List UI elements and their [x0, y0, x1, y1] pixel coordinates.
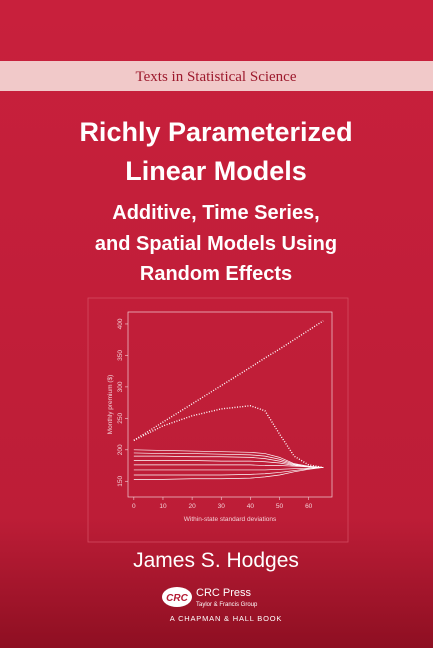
publisher-name: CRC Press	[196, 587, 252, 599]
title-line: Richly Parameterized	[79, 117, 352, 147]
x-tick-label: 40	[247, 503, 255, 510]
y-tick-label: 150	[117, 475, 124, 486]
x-tick-label: 30	[218, 503, 226, 510]
series-line	[133, 320, 324, 441]
y-tick-label: 200	[117, 444, 124, 455]
x-tick-label: 20	[188, 503, 196, 510]
y-tick-label: 400	[117, 318, 124, 329]
y-tick-label: 300	[117, 381, 124, 392]
cover-plot: 0 10 20 30 40 50 60 150 200 250 300 350 400 Within-st…	[107, 311, 333, 523]
y-tick-label: 250	[117, 413, 124, 424]
y-axis-label: Monthly premium ($)	[107, 375, 114, 435]
title-line: Linear Models	[125, 156, 307, 186]
author: James S. Hodges	[133, 549, 299, 572]
x-tick-label: 0	[132, 503, 136, 510]
x-tick-label: 60	[305, 503, 313, 510]
plot-box	[127, 311, 333, 498]
publisher-logo-shape	[162, 587, 192, 607]
y-tick-label: 350	[117, 350, 124, 361]
plot-frame	[87, 297, 349, 543]
series-banner: Texts in Statistical Science	[136, 69, 297, 85]
series-line	[133, 449, 324, 468]
publisher-logo: CRC	[166, 593, 188, 604]
series-line	[133, 467, 324, 476]
subtitle-line: Additive, Time Series,	[112, 202, 320, 224]
series-line	[133, 464, 324, 468]
publisher-imprint: A CHAPMAN & HALL BOOK	[170, 614, 282, 623]
publisher-group: Taylor & Francis Group	[196, 602, 258, 608]
series-line	[133, 467, 324, 480]
x-tick-label: 10	[159, 503, 167, 510]
x-axis-label: Within-state standard deviations	[184, 516, 277, 523]
subtitle-line: Random Effects	[140, 263, 292, 285]
subtitle-line: and Spatial Models Using	[95, 233, 337, 255]
series-line	[133, 467, 324, 471]
x-tick-label: 50	[276, 503, 284, 510]
series-banner-band	[0, 61, 433, 91]
series-line	[133, 405, 324, 469]
